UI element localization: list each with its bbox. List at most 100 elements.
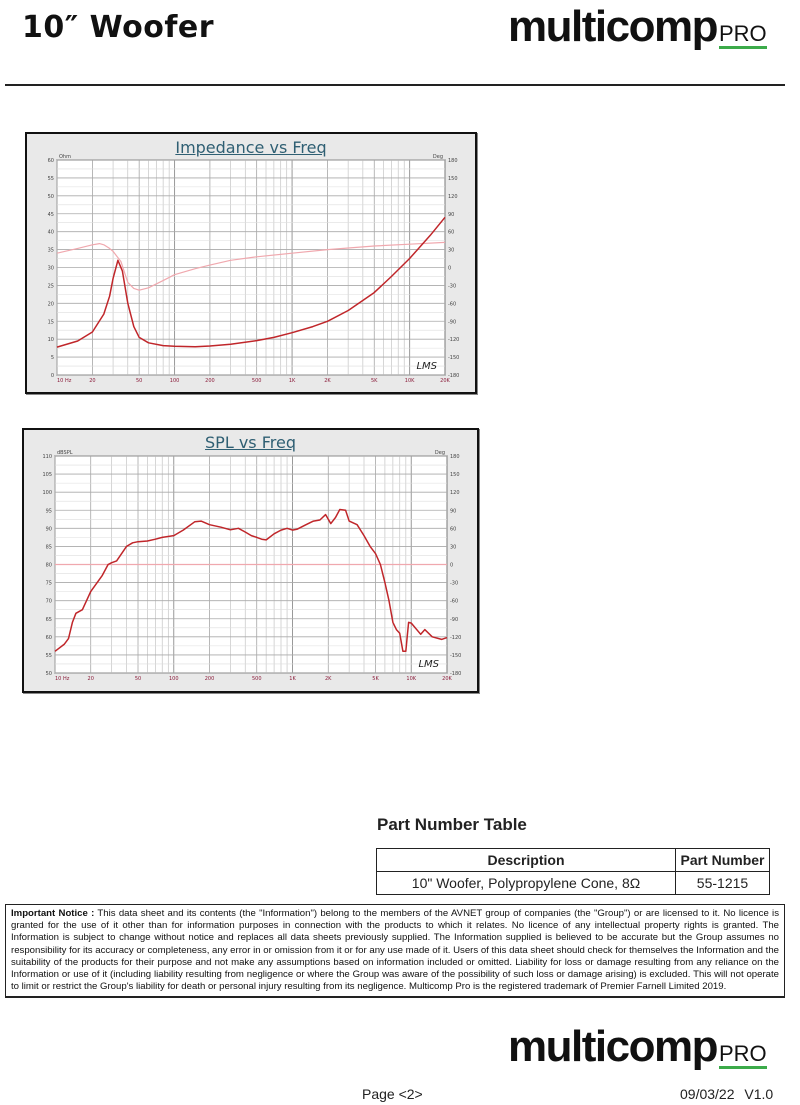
- y2-tick-label: -60: [450, 599, 458, 605]
- x-tick-label: 2K: [324, 378, 331, 384]
- y2-tick-label: -120: [450, 635, 461, 641]
- y2-tick-label: 0: [448, 266, 451, 272]
- spl-chart-plot: 50 55 60 65 70 75 80 85 90 95 100 105 110 -180 -150 -12…: [42, 450, 461, 682]
- x-tick-label: 50: [136, 378, 142, 384]
- impedance-curve: [56, 216, 446, 348]
- x-tick-label: 100: [169, 676, 179, 682]
- y-tick-label: 40: [48, 230, 54, 236]
- y-tick-label: 10: [48, 337, 54, 343]
- spl-curve: [54, 508, 448, 653]
- y2-tick-label: 150: [450, 472, 460, 478]
- date-version: 09/03/22 V1.0: [680, 1086, 774, 1102]
- x-tick-label: 10 Hz: [57, 378, 72, 384]
- logo-text: multicomp: [508, 2, 718, 51]
- x-tick-label: 500: [252, 378, 262, 384]
- document-title: 10″ Woofer: [22, 10, 215, 45]
- table-row: 10" Woofer, Polypropylene Cone, 8Ω 55-12…: [376, 871, 770, 895]
- impedance-chart-plot: 0 5 10 15 20 25 30 35 40 45 50 55 60 -180 -150 -120 -90 -…: [48, 154, 460, 384]
- y-tick-label: 90: [46, 526, 52, 532]
- x-tick-label: 1K: [289, 378, 296, 384]
- y2-tick-label: 30: [450, 544, 456, 550]
- header-divider: [5, 84, 785, 86]
- table-header-row: Description Part Number: [376, 848, 770, 872]
- multicomp-pro-logo-footer: multicompPRO: [508, 1022, 767, 1072]
- x-tick-label: 10K: [406, 676, 416, 682]
- y2-tick-label: 30: [448, 248, 454, 254]
- y-tick-label: 55: [48, 176, 54, 182]
- x-tick-label: 5K: [371, 378, 378, 384]
- footer-divider: [5, 996, 785, 998]
- y2-tick-label: -150: [448, 355, 459, 361]
- x-tick-label: 2K: [325, 676, 332, 682]
- impedance-chart-title: Impedance vs Freq: [175, 138, 327, 157]
- y-tick-label: 35: [48, 248, 54, 254]
- x-tick-label: 200: [205, 378, 215, 384]
- y-tick-label: 50: [48, 194, 54, 200]
- cell-part-number: 55-1215: [675, 871, 770, 895]
- part-number-table: Description Part Number 10" Woofer, Poly…: [376, 848, 770, 895]
- x-tick-label: 20: [89, 378, 95, 384]
- y2-tick-label: -90: [448, 319, 456, 325]
- y2-tick-label: -30: [448, 283, 456, 289]
- notice-label: Important Notice :: [11, 908, 95, 919]
- x-tick-label: 100: [170, 378, 180, 384]
- y-tick-label: 30: [48, 266, 54, 272]
- y-tick-label: 45: [48, 212, 54, 218]
- y-tick-label: 95: [46, 508, 52, 514]
- lms-watermark: LMS: [416, 361, 437, 372]
- y-tick-label: 20: [48, 301, 54, 307]
- y2-tick-label: -30: [450, 581, 458, 587]
- header-description: Description: [376, 848, 676, 872]
- y-tick-label: 5: [51, 355, 54, 361]
- x-tick-label: 500: [252, 676, 262, 682]
- y-tick-label: 50: [46, 671, 52, 677]
- y-tick-label: 105: [42, 472, 52, 478]
- y2-tick-label: -60: [448, 301, 456, 307]
- y2-tick-label: 60: [448, 230, 454, 236]
- y2-tick-label: 60: [450, 526, 456, 532]
- spl-chart-title: SPL vs Freq: [205, 433, 296, 452]
- y-axis-label: Ohm: [59, 154, 71, 160]
- y-tick-label: 75: [46, 581, 52, 587]
- y-tick-label: 55: [46, 653, 52, 659]
- multicomp-pro-logo: multicompPRO: [508, 2, 767, 52]
- logo-pro-text: PRO: [718, 21, 767, 49]
- x-tick-label: 1K: [289, 676, 296, 682]
- y-tick-label: 85: [46, 544, 52, 550]
- x-tick-label: 50: [135, 676, 141, 682]
- y2-tick-label: -90: [450, 617, 458, 623]
- y-tick-label: 80: [46, 563, 52, 569]
- y2-tick-label: 120: [448, 194, 458, 200]
- part-number-table-title: Part Number Table: [377, 815, 527, 834]
- x-tick-label: 200: [205, 676, 215, 682]
- y2-tick-label: 90: [450, 508, 456, 514]
- y2-tick-label: 90: [448, 212, 454, 218]
- y2-axis-label: Deg: [435, 450, 445, 456]
- y-tick-label: 70: [46, 599, 52, 605]
- important-notice: Important Notice : This data sheet and i…: [5, 904, 785, 998]
- y-tick-label: 25: [48, 283, 54, 289]
- page-number: Page <2>: [362, 1086, 423, 1102]
- y2-axis-label: Deg: [433, 154, 443, 160]
- y-tick-label: 100: [42, 490, 52, 496]
- y2-tick-label: 120: [450, 490, 460, 496]
- header-part-number: Part Number: [675, 848, 770, 872]
- y2-tick-label: 180: [450, 454, 460, 460]
- y2-tick-label: -150: [450, 653, 461, 659]
- x-tick-label: 10 Hz: [55, 676, 70, 682]
- x-tick-label: 20K: [442, 676, 452, 682]
- y-tick-label: 15: [48, 319, 54, 325]
- x-tick-label: 10K: [405, 378, 415, 384]
- y-axis-label: dBSPL: [57, 450, 73, 456]
- notice-text: This data sheet and its contents (the "I…: [11, 908, 779, 993]
- y2-tick-label: -180: [450, 671, 461, 677]
- cell-description: 10" Woofer, Polypropylene Cone, 8Ω: [376, 871, 676, 895]
- x-tick-label: 20: [88, 676, 94, 682]
- phase-curve: [56, 241, 446, 291]
- y2-tick-label: -120: [448, 337, 459, 343]
- y2-tick-label: 0: [450, 563, 453, 569]
- y-tick-label: 60: [46, 635, 52, 641]
- y-tick-label: 110: [42, 454, 52, 460]
- y2-tick-label: 150: [448, 176, 458, 182]
